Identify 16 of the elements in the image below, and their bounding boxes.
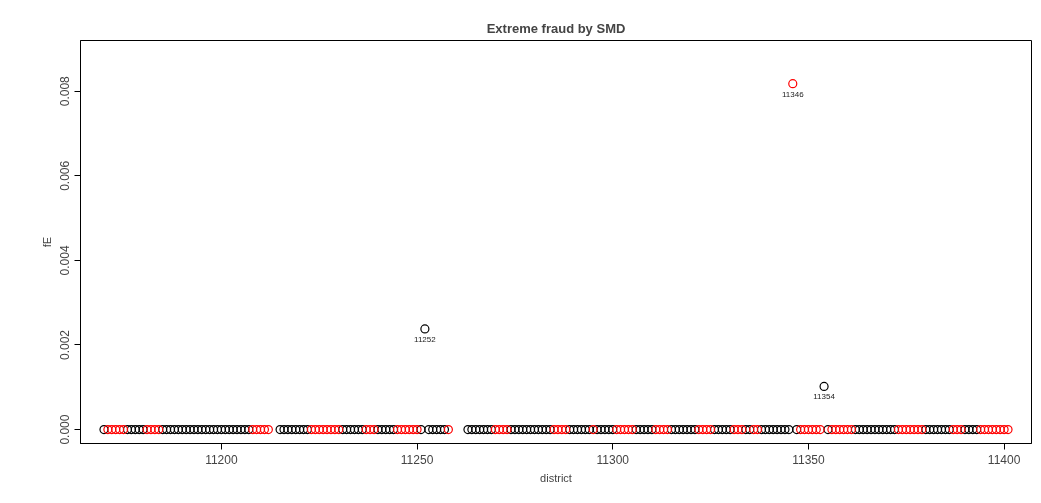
annotation: 11346: [781, 89, 805, 99]
y-tick-label: 0.004: [58, 245, 73, 276]
y-tick-label: 0.008: [58, 75, 73, 107]
annotation: 11354: [813, 392, 836, 402]
chart-title: Extreme fraud by SMD: [486, 20, 626, 36]
x-axis-title: district: [540, 471, 572, 484]
x-tick-label: 11350: [792, 452, 825, 467]
y-axis-title: fE: [40, 236, 53, 248]
x-tick-label: 11300: [596, 452, 630, 467]
y-tick-label: 0.002: [58, 329, 73, 360]
y-tick-label: 0.006: [58, 160, 73, 191]
x-tick-label: 11200: [205, 452, 238, 467]
y-tick-label: 0.000: [58, 414, 73, 445]
x-tick-label: 11400: [987, 452, 1021, 467]
annotation: 11252: [414, 334, 437, 344]
x-tick-label: 11250: [400, 452, 434, 467]
